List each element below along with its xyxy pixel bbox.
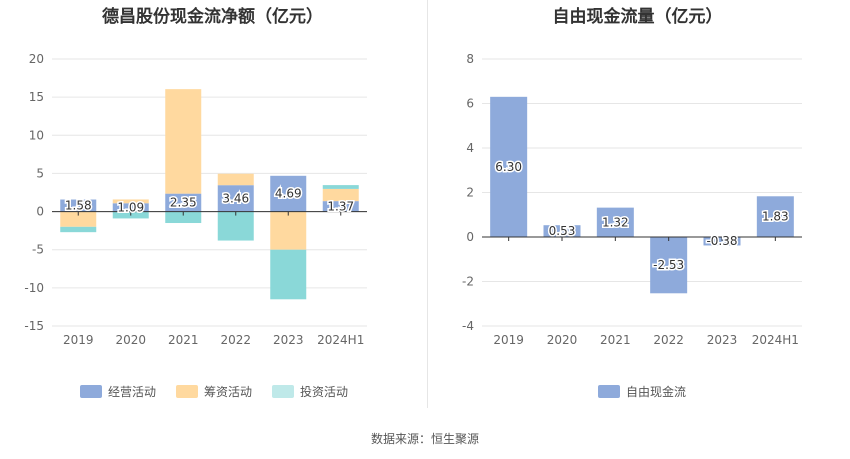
bar-筹资活动-2022 — [217, 173, 254, 186]
data-label-2022: -2.53 — [653, 258, 684, 272]
bar-投资活动-2023 — [270, 249, 307, 300]
y-tick-label-0: 8 — [466, 52, 474, 66]
y-tick-label-2: 10 — [29, 128, 44, 142]
x-tick-label-4: 2023 — [273, 333, 304, 347]
data-label-2021: 2.35 — [170, 196, 197, 210]
panel-divider — [427, 0, 428, 408]
bar-经营活动-2021 — [165, 193, 202, 212]
bar-经营活动-2023 — [270, 175, 307, 212]
y-tick-label-2: 4 — [466, 141, 474, 155]
free-cash-flow-legend: 自由现金流 — [598, 383, 706, 400]
legend-item-fcf[interactable]: 自由现金流 — [598, 383, 686, 400]
data-label-2024H1: 1.37 — [327, 199, 354, 213]
x-tick-label-3: 2022 — [653, 333, 684, 347]
x-tick-label-5: 2024H1 — [752, 333, 799, 347]
data-label-2021: 1.32 — [602, 215, 629, 229]
bar-投资活动-2021 — [165, 211, 202, 224]
legend-item-operating[interactable]: 经营活动 — [80, 383, 156, 400]
bar-自由现金流-2021 — [596, 207, 634, 237]
bar-筹资活动-2024H1 — [322, 188, 359, 202]
y-tick-label-4: 0 — [36, 205, 44, 219]
bar-经营活动-2020 — [112, 203, 149, 212]
bar-筹资活动-2020 — [112, 199, 149, 204]
bar-筹资活动-2023 — [270, 211, 307, 250]
legend-swatch-financing — [176, 385, 199, 398]
y-tick-label-7: -15 — [24, 319, 44, 333]
x-tick-label-5: 2024H1 — [317, 333, 364, 347]
bar-投资活动-2024H1 — [322, 185, 359, 189]
x-tick-label-3: 2022 — [220, 333, 251, 347]
bar-经营活动-2019 — [60, 199, 97, 212]
x-tick-label-0: 2019 — [63, 333, 94, 347]
bar-自由现金流-2019 — [490, 96, 528, 237]
data-label-2019: 6.30 — [495, 160, 522, 174]
bar-筹资活动-2019 — [60, 211, 97, 227]
y-tick-label-5: -2 — [462, 275, 474, 289]
legend-swatch-investing — [272, 385, 295, 398]
bar-投资活动-2019 — [60, 226, 97, 233]
y-tick-label-3: 2 — [466, 186, 474, 200]
data-label-2022: 3.46 — [222, 191, 249, 205]
x-tick-label-2: 2021 — [168, 333, 199, 347]
data-source-note: 数据来源：恒生聚源 — [370, 432, 479, 446]
data-label-2020: 1.09 — [117, 200, 144, 214]
data-label-2023: 4.69 — [275, 187, 302, 201]
y-tick-label-4: 0 — [466, 230, 474, 244]
bar-经营活动-2022 — [217, 185, 254, 212]
cash-flow-chart: 20 15 10 5 0 -5 -10 -15 2019 2020 2021 2022 2023 2024… — [24, 52, 367, 347]
legend-label-financing: 筹资活动 — [204, 385, 253, 399]
bar-自由现金流-2023 — [703, 237, 741, 246]
bar-自由现金流-2022 — [650, 237, 688, 294]
cash-flow-legend: 经营活动 筹资活动 投资活动 — [80, 383, 368, 400]
legend-item-financing[interactable]: 筹资活动 — [176, 383, 252, 400]
y-tick-label-0: 20 — [29, 52, 44, 66]
left-chart-title: 德昌股份现金流净额（亿元） — [102, 7, 323, 27]
y-tick-label-1: 15 — [29, 90, 44, 104]
bar-经营活动-2024H1 — [322, 201, 359, 212]
y-tick-label-3: 5 — [36, 166, 44, 180]
y-tick-label-1: 6 — [466, 97, 474, 111]
x-tick-label-4: 2023 — [707, 333, 738, 347]
legend-label-operating: 经营活动 — [108, 385, 157, 399]
free-cash-flow-chart: 8 6 4 2 0 -2 -4 2019 2020 2021 2022 2023 2024H1 6.30 0… — [462, 52, 802, 347]
bar-自由现金流-2024H1 — [756, 196, 794, 237]
x-tick-label-0: 2019 — [493, 333, 524, 347]
data-label-2020: 0.53 — [549, 224, 576, 238]
legend-label-investing: 投资活动 — [300, 385, 349, 399]
right-chart-title: 自由现金流量（亿元） — [552, 7, 723, 27]
y-tick-label-6: -10 — [24, 281, 44, 295]
legend-label-fcf: 自由现金流 — [626, 385, 687, 399]
bar-自由现金流-2020 — [543, 225, 581, 237]
data-label-2023: -0.38 — [706, 234, 737, 248]
legend-swatch-operating — [80, 385, 102, 398]
legend-item-investing[interactable]: 投资活动 — [272, 383, 348, 400]
x-tick-label-2: 2021 — [600, 333, 631, 347]
x-tick-label-1: 2020 — [115, 333, 146, 347]
y-tick-label-5: -5 — [32, 243, 44, 257]
bar-筹资活动-2021 — [165, 89, 202, 194]
bar-投资活动-2022 — [217, 211, 254, 241]
data-label-2024H1: 1.83 — [762, 210, 789, 224]
data-label-2019: 1.58 — [65, 199, 92, 213]
x-tick-label-1: 2020 — [547, 333, 578, 347]
y-tick-label-6: -4 — [462, 319, 474, 333]
legend-swatch-fcf — [598, 385, 620, 398]
